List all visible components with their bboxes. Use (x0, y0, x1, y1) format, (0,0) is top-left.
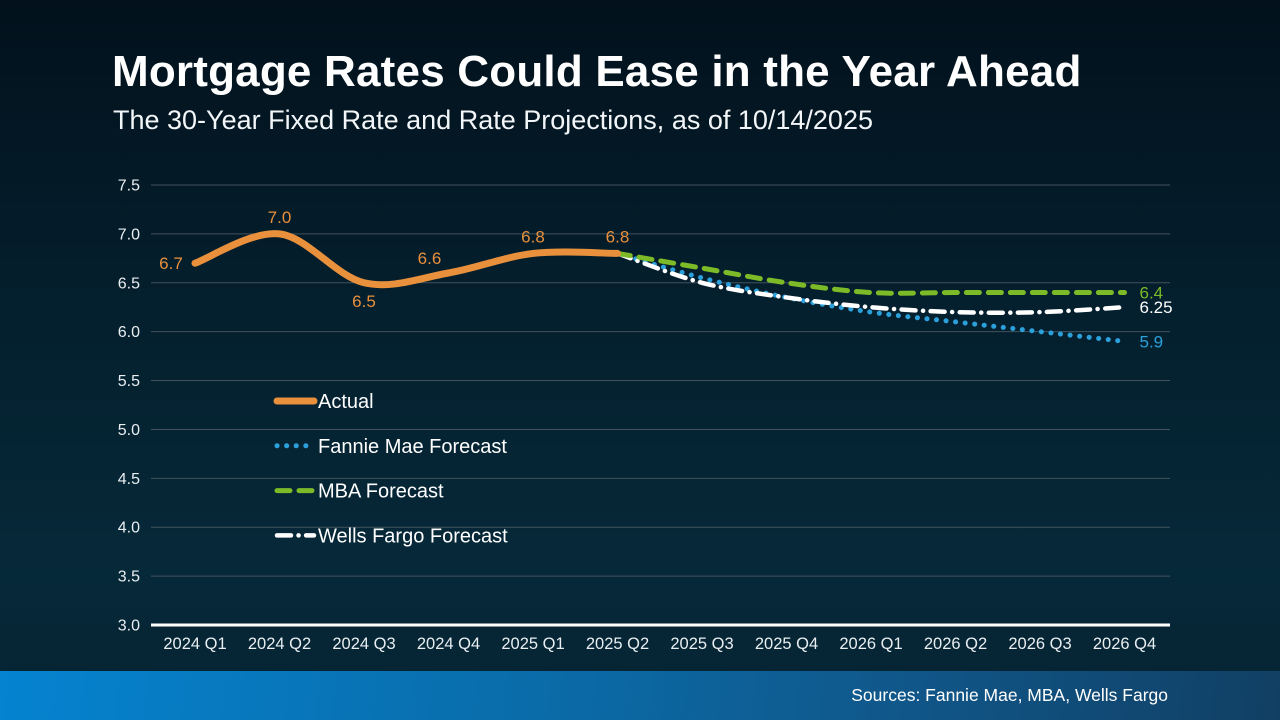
legend-label-fannie_mae: Fannie Mae Forecast (318, 436, 507, 458)
x-axis-label: 2025 Q3 (670, 635, 733, 653)
x-axis-label: 2025 Q4 (755, 635, 818, 653)
x-axis-label: 2024 Q3 (332, 635, 395, 653)
footer-bar: Sources: Fannie Mae, MBA, Wells Fargo (0, 671, 1280, 720)
x-axis-label: 2026 Q4 (1093, 635, 1156, 653)
y-axis-label: 3.5 (118, 569, 140, 586)
page-title: Mortgage Rates Could Ease in the Year Ah… (112, 47, 1082, 96)
data-label-actual: 7.0 (268, 208, 292, 227)
y-axis-label: 6.5 (118, 275, 140, 292)
series-line-fannie_mae (615, 250, 1127, 344)
y-axis-label: 4.0 (118, 520, 140, 537)
x-axis-label: 2026 Q3 (1008, 635, 1071, 653)
x-axis-label: 2025 Q2 (586, 635, 649, 653)
data-label-mba: 6.4 (1140, 284, 1164, 303)
series-line-actual (191, 230, 621, 289)
legend-label-actual: Actual (318, 391, 374, 413)
legend-label-wells_fargo: Wells Fargo Forecast (318, 525, 508, 547)
series-line-mba (615, 250, 1127, 296)
data-label-actual: 6.6 (418, 249, 442, 268)
y-axis-label: 5.5 (118, 373, 140, 390)
x-axis-label: 2024 Q2 (248, 635, 311, 653)
y-axis-label: 7.0 (118, 226, 140, 243)
y-axis-label: 6.0 (118, 324, 140, 341)
data-label-wells_fargo: 6.25 (1140, 298, 1173, 317)
source-note: Sources: Fannie Mae, MBA, Wells Fargo (851, 685, 1168, 705)
x-axis-label: 2024 Q1 (163, 635, 226, 653)
y-axis-label: 3.0 (118, 618, 140, 635)
series-line-wells_fargo (615, 251, 1127, 315)
legend-label-mba: MBA Forecast (318, 481, 444, 503)
data-label-actual: 6.7 (159, 254, 183, 273)
data-label-actual: 6.5 (352, 292, 376, 311)
page-subtitle: The 30-Year Fixed Rate and Rate Projecti… (113, 105, 873, 135)
x-axis-label: 2024 Q4 (417, 635, 480, 653)
x-axis-label: 2026 Q1 (839, 635, 902, 653)
y-axis-label: 7.5 (118, 177, 140, 194)
y-axis-label: 4.5 (118, 471, 140, 488)
y-axis-label: 5.0 (118, 422, 140, 439)
data-label-actual: 6.8 (606, 227, 630, 246)
x-axis-label: 2026 Q2 (924, 635, 987, 653)
x-axis-label: 2025 Q1 (501, 635, 564, 653)
data-label-actual: 6.8 (521, 227, 545, 246)
data-label-fannie_mae: 5.9 (1140, 332, 1164, 351)
